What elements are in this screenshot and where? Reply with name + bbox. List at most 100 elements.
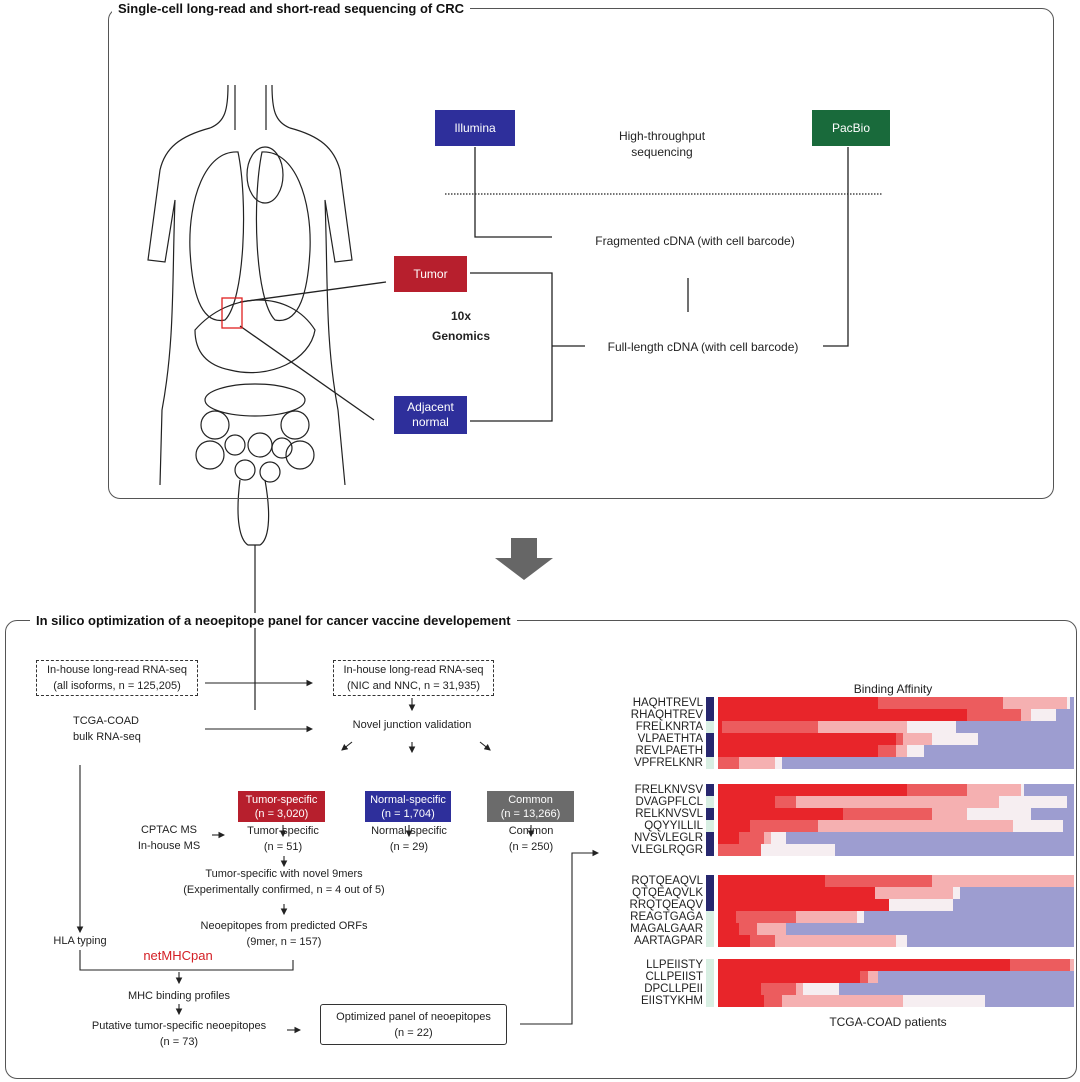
peptide-label: HAQHTREVL bbox=[632, 697, 703, 709]
heatmap-segment-light bbox=[817, 721, 907, 733]
heatmap-segment-light bbox=[903, 733, 932, 745]
heatmap-segment-medium bbox=[721, 721, 818, 733]
putative-line1: Putative tumor-specific neoepitopes bbox=[91, 1020, 267, 1032]
heatmap-row bbox=[718, 733, 1074, 745]
peptide-indicator bbox=[706, 832, 714, 844]
heatmap-segment-blue bbox=[839, 983, 1074, 995]
peptide-indicator bbox=[706, 995, 714, 1007]
illumina-box: Illumina bbox=[435, 110, 515, 146]
genomics-line2: Genomics bbox=[431, 329, 491, 343]
heatmap-segment-strong bbox=[718, 995, 765, 1007]
novel-9mers-label: Tumor-specific with novel 9mers (Experime… bbox=[183, 866, 384, 898]
heatmap-segment-white bbox=[999, 796, 1067, 808]
bottom-panel bbox=[5, 620, 1077, 1079]
heatmap-segment-light bbox=[774, 935, 896, 947]
heatmap-segment-white bbox=[856, 911, 864, 923]
top-panel-title: Single-cell long-read and short-read seq… bbox=[112, 1, 470, 16]
heatmap-segment-strong bbox=[718, 721, 722, 733]
heatmap-segment-strong bbox=[718, 935, 751, 947]
pacbio-box: PacBio bbox=[812, 110, 890, 146]
heatmap-row bbox=[718, 959, 1074, 971]
common250-line2: (n = 250) bbox=[508, 841, 554, 853]
peptide-label: RRQTQEAQV bbox=[629, 899, 703, 911]
heatmap-row bbox=[718, 721, 1074, 733]
heatmap-row bbox=[718, 887, 1074, 899]
illumina-label: Illumina bbox=[454, 120, 496, 135]
cptac-ms-label: CPTAC MS In-house MS bbox=[138, 822, 200, 854]
peptide-label: DPCLLPEII bbox=[644, 983, 703, 995]
heatmap-row bbox=[718, 935, 1074, 947]
optimized-panel-box: Optimized panel of neoepitopes (n = 22) bbox=[320, 1004, 507, 1045]
peptide-label: VLPAETHTA bbox=[637, 733, 703, 745]
peptide-label: LLPEIISTY bbox=[646, 959, 703, 971]
cptac-line2: In-house MS bbox=[137, 840, 201, 852]
heatmap-segment-light bbox=[796, 983, 804, 995]
peptide-label: RHAQHTREV bbox=[630, 709, 703, 721]
heatmap-segment-medium bbox=[824, 875, 932, 887]
peptide-label: REAGTGAGA bbox=[630, 911, 703, 923]
common250-line1: Common bbox=[508, 825, 554, 837]
heatmap-segment-strong bbox=[718, 887, 875, 899]
peptide-indicator bbox=[706, 875, 714, 887]
peptide-label: MAGALGAAR bbox=[630, 923, 703, 935]
putative-line2: (n = 73) bbox=[159, 1036, 199, 1048]
heatmap-segment-blue bbox=[984, 995, 1074, 1007]
peptide-indicator bbox=[706, 796, 714, 808]
heatmap-segment-strong bbox=[718, 971, 861, 983]
heatmap-segment-strong bbox=[718, 983, 761, 995]
heatmap-segment-light bbox=[895, 745, 907, 757]
heatmap-segment-light bbox=[757, 923, 786, 935]
heatmap-xlabel: TCGA-COAD patients bbox=[829, 1015, 947, 1029]
peptide-indicator bbox=[706, 971, 714, 983]
peptide-indicator bbox=[706, 983, 714, 995]
heatmap-segment-medium bbox=[718, 757, 740, 769]
optimized-line2: (n = 22) bbox=[394, 1026, 433, 1039]
peptide-label: QQYYILLIL bbox=[644, 820, 703, 832]
heatmap-segment-strong bbox=[718, 911, 736, 923]
heatmap-row bbox=[718, 971, 1074, 983]
tumor-specific-box: Tumor-specific (n = 3,020) bbox=[238, 791, 325, 822]
heatmap-segment-blue bbox=[1056, 709, 1074, 721]
heatmap-row bbox=[718, 697, 1074, 709]
heatmap-segment-blue bbox=[1024, 784, 1074, 796]
heatmap-segment-light bbox=[782, 995, 904, 1007]
optimized-line1: Optimized panel of neoepitopes bbox=[336, 1010, 491, 1023]
heatmap-row bbox=[718, 820, 1074, 832]
heatmap-segment-blue bbox=[906, 935, 1074, 947]
heatmap-row bbox=[718, 832, 1074, 844]
heatmap-row bbox=[718, 995, 1074, 1007]
peptide-label: DVAGPFLCL bbox=[635, 796, 703, 808]
hla-typing-label: HLA typing bbox=[53, 935, 107, 947]
full-length-cdna-label: Full-length cDNA (with cell barcode) bbox=[607, 340, 799, 354]
peptide-indicator bbox=[706, 709, 714, 721]
peptide-indicator bbox=[706, 721, 714, 733]
heatmap-row bbox=[718, 784, 1074, 796]
heatmap-segment-medium bbox=[764, 995, 783, 1007]
tcga-coad-label: TCGA-COAD bulk RNA-seq bbox=[73, 713, 141, 745]
heatmap-segment-blue bbox=[863, 911, 1074, 923]
heatmap-segment-strong bbox=[718, 733, 896, 745]
down-arrow-icon bbox=[495, 538, 553, 580]
normal29-line1: Normal-specific bbox=[371, 825, 447, 837]
heatmap-row bbox=[718, 875, 1074, 887]
heatmap-row bbox=[718, 757, 1074, 769]
tumor-box: Tumor bbox=[394, 256, 467, 292]
heatmap-segment-light bbox=[867, 971, 879, 983]
heatmap-segment-light bbox=[931, 808, 968, 820]
heatmap-row bbox=[718, 745, 1074, 757]
peptide-label: RQTQEAQVL bbox=[631, 875, 703, 887]
netmhcpan-label: netMHCpan bbox=[143, 948, 213, 963]
heatmap-segment-strong bbox=[718, 923, 740, 935]
peptide-indicator bbox=[706, 757, 714, 769]
heatmap-segment-white bbox=[771, 832, 786, 844]
tumor51-line1: Tumor-specific bbox=[247, 825, 319, 837]
heatmap-segment-medium bbox=[739, 923, 758, 935]
heatmap-segment-strong bbox=[718, 899, 889, 911]
heatmap-segment-blue bbox=[952, 899, 1074, 911]
novel-junction-label: Novel junction validation bbox=[352, 719, 472, 731]
heatmap-segment-blue bbox=[878, 971, 1074, 983]
heatmap-row bbox=[718, 844, 1074, 856]
heatmap-segment-white bbox=[952, 887, 961, 899]
tumor-specific-51: Tumor-specific (n = 51) bbox=[247, 823, 319, 855]
